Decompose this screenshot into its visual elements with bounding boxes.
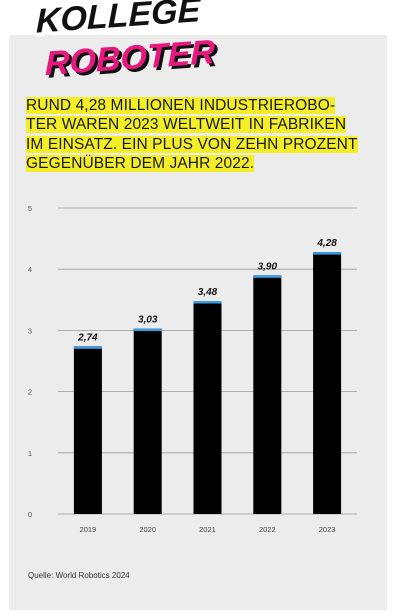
headline-line-4: GEGENÜBER DEM JAHR 2022. xyxy=(26,154,255,172)
value-label: 3,03 xyxy=(138,315,158,326)
bar xyxy=(313,252,342,514)
headline-line-3: IM EINSATZ. EIN PLUS VON ZEHN PROZENT xyxy=(26,135,358,153)
bar xyxy=(193,301,222,514)
y-tick-label: 5 xyxy=(28,204,32,213)
x-tick-label: 2019 xyxy=(80,525,97,534)
bar xyxy=(253,275,282,514)
y-tick-label: 3 xyxy=(28,326,32,335)
bar-cap xyxy=(193,301,222,304)
y-tick-label: 1 xyxy=(28,449,32,458)
source-note: Quelle: World Robotics 2024 xyxy=(28,571,130,580)
value-label: 3,90 xyxy=(258,261,278,272)
x-tick-label: 2021 xyxy=(199,525,216,534)
x-tick-label: 2023 xyxy=(319,525,336,534)
headline-line-1: RUND 4,28 MILLIONEN INDUSTRIEROBO- xyxy=(26,97,336,114)
value-label: 2,74 xyxy=(77,332,98,343)
bar xyxy=(133,328,162,514)
x-tick-label: 2020 xyxy=(139,525,156,534)
headline-line-2: TER WAREN 2023 WELTWEIT IN FABRIKEN xyxy=(26,116,347,134)
y-tick-label: 0 xyxy=(28,510,32,519)
bar-cap xyxy=(133,328,162,332)
x-tick-label: 2022 xyxy=(259,525,276,534)
bar-cap xyxy=(73,346,102,349)
bar-cap xyxy=(253,275,282,278)
y-tick-label: 2 xyxy=(28,388,32,397)
headline: RUND 4,28 MILLIONEN INDUSTRIEROBO- TER W… xyxy=(26,96,371,173)
value-label: 3,48 xyxy=(198,287,218,298)
logo: KOLLEGE KOLLEGE ROBOTER ROBOTER xyxy=(36,0,218,84)
bar-cap xyxy=(313,252,342,255)
y-tick-label: 4 xyxy=(28,265,32,274)
bar xyxy=(73,346,102,514)
value-label: 4,28 xyxy=(316,238,337,249)
